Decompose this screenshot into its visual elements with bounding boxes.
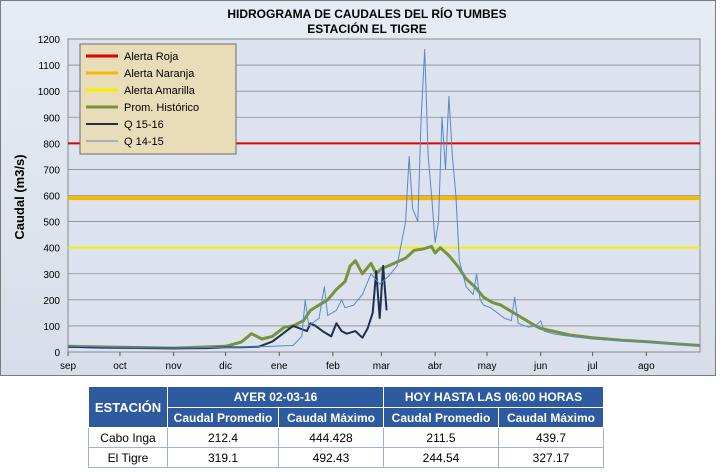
x-tick-label: jul xyxy=(587,361,598,372)
station-name: Cabo Inga xyxy=(88,427,168,448)
legend-label: Q 15-16 xyxy=(124,119,164,131)
station-name: El Tigre xyxy=(88,447,168,468)
yesterday-max-header: Caudal Máximo xyxy=(278,407,384,428)
x-tick-label: jun xyxy=(533,361,547,372)
flow-table-wrapper: ESTACIÓN AYER 02-03-16 HOY HASTA LAS 06:… xyxy=(88,386,604,468)
y-tick-label: 500 xyxy=(43,218,60,229)
chart-subtitle: ESTACIÓN EL TIGRE xyxy=(307,21,427,36)
x-tick-label: ene xyxy=(271,361,288,372)
x-tick-label: may xyxy=(478,361,497,372)
x-tick-label: sep xyxy=(60,361,77,372)
yesterday-avg-value: 212.4 xyxy=(167,427,279,448)
y-tick-label: 800 xyxy=(43,139,60,150)
x-tick-label: abr xyxy=(428,361,443,372)
x-tick-label: mar xyxy=(373,361,391,372)
x-tick-label: feb xyxy=(326,361,340,372)
table-row: Cabo Inga 212.4 444.428 211.5 439.7 xyxy=(88,427,604,448)
legend-label: Prom. Histórico xyxy=(124,102,199,114)
today-max-value: 439.7 xyxy=(498,427,604,448)
x-tick-label: nov xyxy=(166,361,182,372)
flow-table: ESTACIÓN AYER 02-03-16 HOY HASTA LAS 06:… xyxy=(88,386,604,468)
series-line xyxy=(67,48,701,349)
y-axis-label: Caudal (m3/s) xyxy=(12,154,27,239)
legend-box xyxy=(79,43,237,155)
x-tick-label: dic xyxy=(219,361,232,372)
x-tick-label: oct xyxy=(113,361,127,372)
yesterday-avg-header: Caudal Promedio xyxy=(167,407,279,428)
legend-label: Alerta Naranja xyxy=(124,68,195,80)
y-tick-label: 1200 xyxy=(38,35,61,46)
today-avg-header: Caudal Promedio xyxy=(383,407,499,428)
y-tick-label: 400 xyxy=(43,244,60,255)
y-tick-label: 700 xyxy=(43,165,60,176)
legend-label: Q 14-15 xyxy=(124,136,164,148)
y-tick-label: 0 xyxy=(54,348,60,359)
today-avg-value: 211.5 xyxy=(383,427,499,448)
y-tick-label: 200 xyxy=(43,296,60,307)
today-max-value: 327.17 xyxy=(498,447,604,468)
y-tick-label: 1000 xyxy=(38,87,61,98)
chart-title: HIDROGRAMA DE CAUDALES DEL RÍO TUMBES xyxy=(227,6,506,21)
table-row: El Tigre 319.1 492.43 244.54 327.17 xyxy=(88,447,604,468)
yesterday-header: AYER 02-03-16 xyxy=(167,386,384,408)
yesterday-max-value: 444.428 xyxy=(278,427,384,448)
y-tick-label: 900 xyxy=(43,113,60,124)
today-header: HOY HASTA LAS 06:00 HORAS xyxy=(383,386,604,408)
y-tick-label: 300 xyxy=(43,270,60,281)
today-avg-value: 244.54 xyxy=(383,447,499,468)
station-header: ESTACIÓN xyxy=(88,386,168,428)
y-tick-label: 100 xyxy=(43,322,60,333)
y-tick-label: 1100 xyxy=(38,61,60,72)
today-max-header: Caudal Máximo xyxy=(498,407,604,428)
legend: Alerta Roja Alerta Naranja Alerta Amarilla… xyxy=(79,43,237,155)
y-tick-label: 600 xyxy=(43,192,60,203)
legend-label: Alerta Roja xyxy=(124,51,179,63)
yesterday-max-value: 492.43 xyxy=(278,447,384,468)
legend-label: Alerta Amarilla xyxy=(124,85,196,97)
x-tick-label: ago xyxy=(638,361,655,372)
hydrograph-chart: HIDROGRAMA DE CAUDALES DEL RÍO TUMBES ES… xyxy=(12,6,701,372)
yesterday-avg-value: 319.1 xyxy=(167,447,279,468)
